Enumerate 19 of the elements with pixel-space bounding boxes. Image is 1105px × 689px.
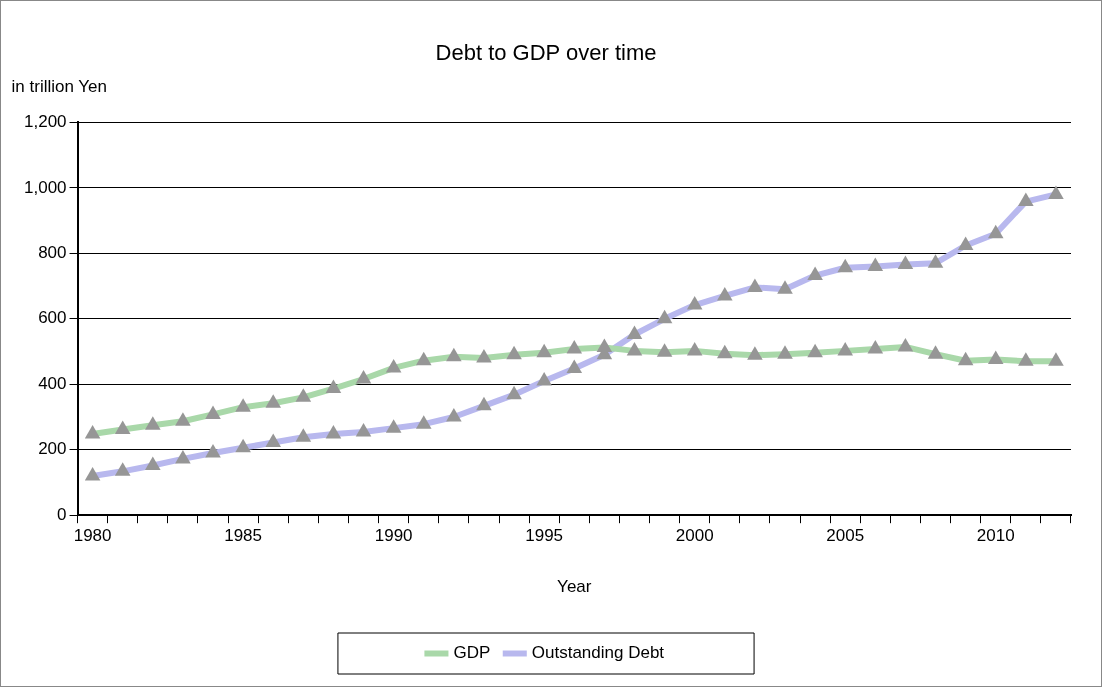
y-tick-label: 400 bbox=[38, 373, 67, 393]
x-tick-label: 1980 bbox=[73, 526, 112, 546]
y-tick-label: 1,200 bbox=[23, 112, 67, 132]
y-tick-label: 0 bbox=[57, 504, 67, 524]
chart-title: Debt to GDP over time bbox=[435, 40, 657, 66]
x-tick-label: 1990 bbox=[374, 526, 413, 546]
legend-label: GDP bbox=[453, 643, 491, 663]
y-tick-label: 200 bbox=[38, 439, 67, 459]
y-tick-label: 600 bbox=[38, 308, 67, 328]
x-tick-label: 2000 bbox=[675, 526, 714, 546]
x-tick-label: 1985 bbox=[224, 526, 263, 546]
legend-label: Outstanding Debt bbox=[531, 643, 665, 663]
y-tick-label: 800 bbox=[38, 243, 67, 263]
x-axis-title: Year bbox=[557, 577, 592, 597]
x-tick-label: 2005 bbox=[826, 526, 865, 546]
y-tick-label: 1,000 bbox=[23, 177, 67, 197]
y-axis-title: in trillion Yen bbox=[11, 77, 108, 97]
x-tick-label: 1995 bbox=[525, 526, 564, 546]
x-tick-label: 2010 bbox=[976, 526, 1015, 546]
